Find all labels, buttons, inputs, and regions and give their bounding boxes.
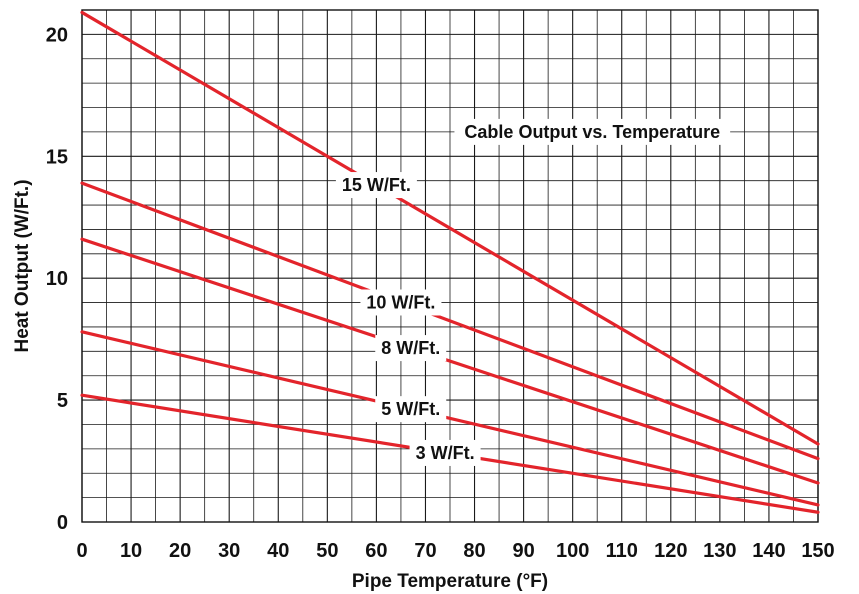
series-label-background: [375, 335, 447, 362]
grid-major: [81, 9, 819, 523]
series-label-text: 10 W/Ft.: [366, 292, 435, 312]
x-tick-label: 140: [752, 540, 785, 562]
series-label-background: [375, 396, 447, 423]
x-tick-label: 0: [76, 540, 87, 562]
x-tick-label: 10: [120, 540, 142, 562]
series-label-text: 3 W/Ft.: [416, 443, 475, 463]
x-tick-label: 70: [414, 540, 436, 562]
series-label-background: [409, 439, 481, 466]
series-line: [80, 330, 820, 507]
x-tick-label: 20: [169, 540, 191, 562]
x-tick-label: 60: [365, 540, 387, 562]
x-tick-label: 110: [606, 540, 638, 562]
plot-frame: [81, 9, 819, 523]
series-line: [80, 10, 820, 446]
series-label: 10 W/Ft.: [360, 289, 442, 316]
series-lines: [80, 10, 820, 514]
y-tick-labels: 0 5 10 15 20: [46, 24, 68, 534]
series-label: 5 W/Ft.: [375, 396, 447, 423]
x-tick-label: 50: [316, 540, 338, 562]
series-line: [80, 181, 820, 461]
y-axis-title: Heat Output (W/Ft.): [12, 179, 33, 352]
series-labels: 15 W/Ft. 10 W/Ft. 8 W/Ft. 5 W/Ft. 3 W/Ft.: [335, 172, 481, 466]
x-tick-label: 100: [556, 540, 589, 562]
x-tick-label: 120: [654, 540, 687, 562]
series-label-background: [360, 289, 442, 316]
y-tick-label: 0: [57, 512, 68, 534]
x-tick-label: 90: [512, 540, 534, 562]
y-tick-label: 20: [46, 24, 68, 46]
series-label-background: [335, 172, 417, 199]
y-tick-label: 10: [46, 268, 68, 290]
x-tick-labels: 0 10 20 30 40 50 60 70 80 90 100 110 120 130 140 150: [76, 540, 834, 562]
x-axis-title: Pipe Temperature (°F): [352, 571, 548, 592]
x-tick-label: 80: [463, 540, 485, 562]
series-label: 8 W/Ft.: [375, 335, 447, 362]
series-line: [80, 237, 820, 485]
chart-title-background: [454, 118, 731, 145]
y-tick-label: 15: [46, 146, 68, 168]
x-tick-label: 130: [703, 540, 736, 562]
x-tick-label: 40: [267, 540, 289, 562]
series-label-text: 15 W/Ft.: [342, 175, 411, 195]
series-label-text: 8 W/Ft.: [381, 338, 440, 358]
x-tick-label: 30: [218, 540, 240, 562]
series-label: 15 W/Ft.: [335, 172, 417, 199]
x-tick-label: 150: [801, 540, 834, 562]
chart-title: Cable Output vs. Temperature: [464, 122, 720, 142]
y-tick-label: 5: [57, 390, 68, 412]
series-label: 3 W/Ft.: [409, 439, 481, 466]
series-label-text: 5 W/Ft.: [381, 399, 440, 419]
